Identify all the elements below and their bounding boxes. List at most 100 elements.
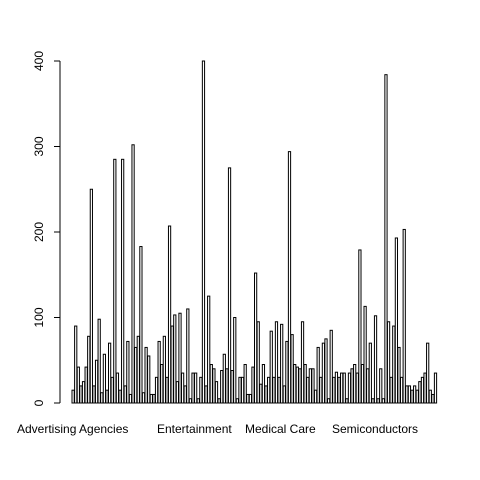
bar (386, 321, 391, 404)
bar (251, 366, 255, 404)
bar (227, 167, 232, 404)
bar (410, 389, 414, 404)
bar (319, 376, 323, 404)
bar (113, 158, 117, 404)
bar (230, 370, 234, 404)
bar (225, 368, 229, 404)
bar (256, 321, 260, 404)
bar (254, 272, 258, 404)
bar (306, 376, 310, 404)
bar (123, 385, 127, 404)
bar (345, 398, 349, 404)
bar (162, 335, 166, 404)
bar (149, 393, 153, 404)
bar (196, 398, 200, 404)
bar (347, 372, 352, 404)
bar (217, 398, 221, 404)
y-axis: 0 100 200 300 400 (32, 51, 61, 406)
bar (295, 366, 299, 404)
bar (428, 389, 432, 404)
bar (342, 372, 346, 404)
bar (431, 393, 435, 404)
bar (154, 376, 159, 404)
bar (167, 225, 172, 404)
bar (209, 364, 213, 404)
bar (280, 323, 284, 404)
bar (100, 392, 104, 404)
bar (353, 364, 357, 404)
bar (360, 364, 365, 404)
bar (415, 389, 419, 404)
y-tick-label: 400 (32, 51, 46, 71)
bar (334, 371, 339, 404)
category-label: Advertising Agencies (17, 422, 128, 436)
bar (126, 340, 130, 404)
bar (433, 372, 438, 404)
bar (87, 335, 91, 404)
bar (178, 312, 182, 404)
bar (207, 295, 211, 404)
bar (324, 338, 328, 404)
bar (340, 372, 344, 404)
bar (264, 385, 268, 404)
bar (293, 364, 297, 404)
bar (199, 376, 203, 404)
bar (181, 372, 185, 404)
bar (105, 389, 109, 404)
bar (267, 376, 271, 404)
bar (285, 340, 289, 404)
bar (311, 368, 315, 404)
bar (141, 392, 146, 404)
bar (337, 376, 341, 404)
bar (371, 398, 375, 404)
bar (300, 321, 305, 404)
bar (108, 342, 112, 404)
bar (235, 398, 239, 404)
bar (366, 368, 370, 404)
bar (405, 385, 409, 404)
bar (290, 334, 294, 404)
category-labels: Advertising Agencies Entertainment Medical… (17, 422, 418, 436)
bar (238, 376, 242, 404)
category-label: Entertainment (157, 422, 232, 436)
bar (350, 368, 354, 404)
bar (233, 317, 237, 404)
bars-group (71, 60, 438, 404)
bar (381, 398, 385, 404)
bar (248, 393, 253, 404)
bar (413, 385, 417, 404)
bar (313, 389, 318, 404)
bar (79, 385, 83, 404)
bar (376, 398, 380, 404)
bar (274, 321, 279, 404)
bar (188, 398, 193, 404)
bar (269, 330, 273, 404)
bar (240, 376, 245, 404)
bar (272, 376, 276, 404)
bar (173, 314, 177, 404)
bar (191, 372, 195, 404)
bar (418, 381, 422, 404)
bar (329, 329, 333, 404)
bar (397, 346, 401, 404)
bar (363, 305, 367, 404)
bar (400, 376, 404, 404)
bar (389, 376, 393, 404)
bar (246, 393, 250, 404)
bar (327, 398, 331, 404)
bar (303, 364, 307, 404)
y-tick-label: 100 (32, 307, 46, 327)
bar (220, 370, 224, 404)
bar (170, 325, 174, 404)
bar (282, 385, 286, 404)
bar (243, 364, 247, 404)
bar (394, 237, 399, 404)
bar (81, 381, 86, 404)
bar (147, 355, 151, 404)
bar (407, 385, 412, 404)
bar (110, 376, 114, 404)
y-tick-label: 200 (32, 222, 46, 242)
bar (136, 335, 140, 404)
bar (121, 158, 125, 404)
